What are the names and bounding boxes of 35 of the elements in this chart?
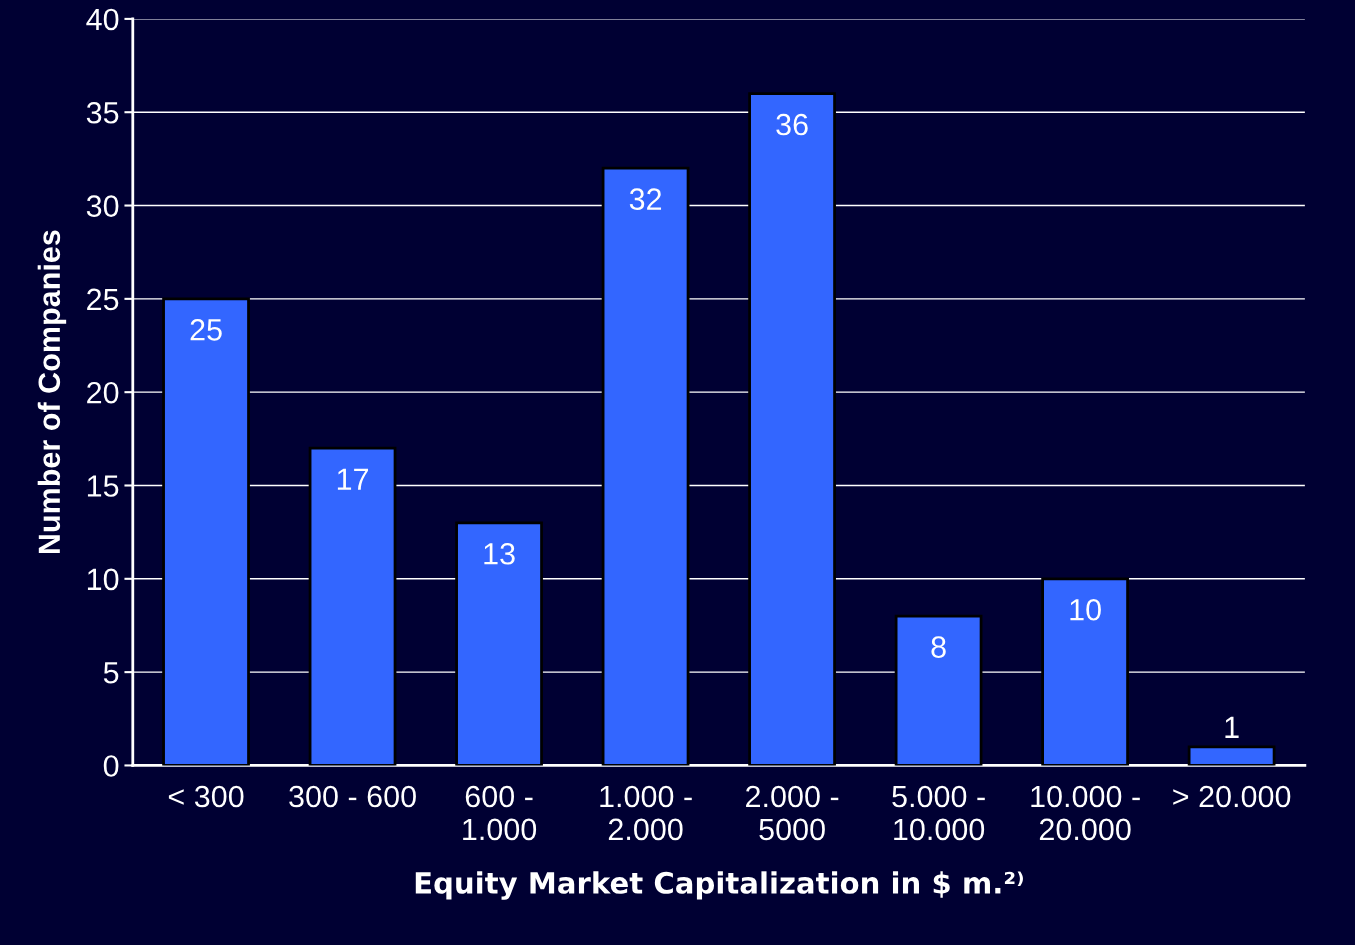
x-tick-label: 2.000 - 5000 [746,785,839,841]
bar [748,92,836,766]
x-tick-label: 5.000 - 10.000 [892,785,985,841]
data-label: 1 [1225,716,1239,738]
data-label: 10 [1070,598,1101,621]
x-tick-label: < 300 [168,785,244,808]
y-tick-label: 0 [103,755,119,777]
x-tick-label: 1.000 - 2.000 [600,785,692,841]
y-tick-label: 30 [86,195,119,217]
y-tick-label: 35 [86,101,119,124]
bar [1041,577,1129,766]
y-tick-label: 25 [87,288,119,311]
bar [894,614,983,766]
y-axis-title: Number of Companies [37,230,67,554]
data-label: 25 [190,319,222,341]
bar [601,166,690,766]
y-tick-label: 20 [87,381,119,404]
bar [162,297,250,766]
data-label: 8 [931,636,946,658]
y-tick-label: 5 [103,662,119,684]
x-axis-title: Equity Market Capitalization in $ m.²⁾ [415,871,1023,900]
data-label: 17 [337,468,369,490]
bar [1187,745,1276,766]
bar [455,521,543,766]
data-label: 13 [484,542,515,565]
y-tick-label: 15 [87,475,119,497]
bar [308,446,397,766]
y-tick-label: 10 [87,568,119,591]
data-label: 32 [629,188,662,211]
x-tick-label: 600 - 1.000 [463,785,537,841]
y-tick-label: 40 [86,8,119,31]
x-tick-label: 300 - 600 [289,785,416,808]
x-tick-label: > 20.000 [1173,785,1291,808]
x-tick-label: 10.000 - 20.000 [1031,785,1140,841]
data-label: 36 [776,113,808,136]
